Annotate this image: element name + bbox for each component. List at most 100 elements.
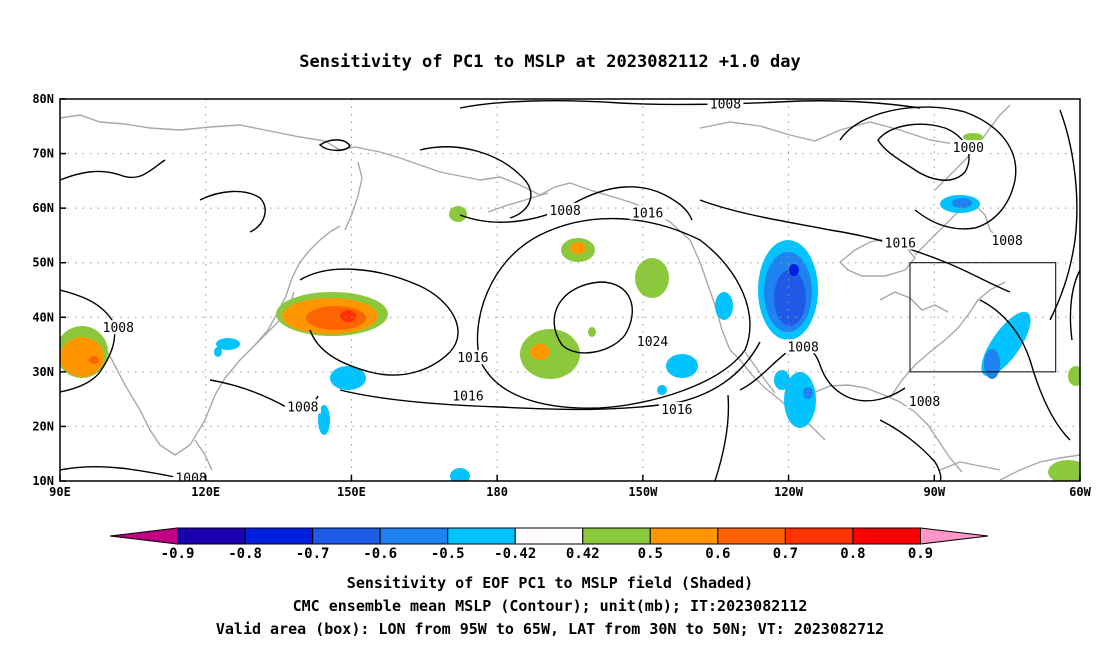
- map-plot-area: 1008 1000 1008 1016 1016 1008 1008 1016 1024 1008…: [32, 92, 1091, 499]
- shade-equatorial-blue: [450, 468, 470, 481]
- contour-label-3: 1016: [632, 207, 663, 222]
- colorbar-label-3: -0.6: [363, 546, 397, 562]
- colorbar-label-2: -0.7: [296, 546, 330, 562]
- contour-1024-high: [553, 281, 633, 354]
- contour-label-bg-7: [454, 350, 491, 365]
- shade-bering-green: [449, 206, 467, 222]
- lon-tick-label-0: 90E: [49, 485, 71, 499]
- colorbar-swatch-10: [784, 527, 854, 545]
- contour-label-6: 1008: [103, 321, 134, 336]
- colorbar-swatch-1: [177, 527, 246, 545]
- colorbar-label-5: -0.42: [494, 546, 536, 562]
- shade-hawaii-blue: [666, 354, 698, 378]
- caption-line-3: Valid area (box): LON from 95W to 65W, L…: [216, 620, 884, 638]
- contour-label-5: 1008: [991, 234, 1022, 249]
- colorbar-swatch-3: [312, 527, 381, 545]
- shade-baffin-green: [963, 133, 983, 141]
- contour-1008-asia-low: [60, 289, 116, 393]
- sensitivity-shading: [60, 133, 1080, 481]
- lon-tick-label-2: 150E: [337, 485, 366, 499]
- contour-labels: 1008 1000 1008 1016 1016 1008 1008 1016 1024 1008…: [100, 97, 1026, 486]
- contour-label-7: 1016: [457, 351, 488, 366]
- lat-tick-label-7: 10N: [32, 474, 54, 488]
- colorbar-label-8: 0.6: [705, 546, 730, 562]
- shade-gulf-alaska-orange: [570, 242, 586, 254]
- contour-1016-low-lat: [714, 394, 730, 481]
- contour-label-bg-3: [629, 205, 666, 220]
- contour-label-4: 1016: [885, 237, 916, 252]
- contour-1000-low: [877, 123, 970, 181]
- contour-label-bg-4: [882, 235, 919, 250]
- caption-line-1: Sensitivity of EOF PC1 to MSLP field (Sh…: [347, 574, 753, 592]
- colorbar-swatch-12: [919, 527, 989, 545]
- contour-label-bg-10: [450, 388, 486, 403]
- coastline-aleutians: [487, 192, 549, 213]
- contour-label-bg-1: [950, 140, 987, 155]
- contour-1008-se-us: [879, 419, 942, 481]
- coastline-east-asia: [60, 225, 341, 456]
- contour-1008-top-left: [60, 159, 166, 181]
- caption-line-2: CMC ensemble mean MSLP (Contour); unit(m…: [293, 597, 808, 615]
- contour-label-11: 1016: [661, 403, 692, 418]
- lon-tick-label-6: 90W: [923, 485, 945, 499]
- shade-atlantic-green: [1068, 366, 1080, 386]
- shade-texas-blue: [803, 387, 813, 399]
- contour-1008-alaska-loop: [459, 186, 693, 223]
- contour-label-bg-2: [547, 202, 584, 217]
- contour-label-bg-5: [989, 232, 1026, 247]
- contour-1008-us-trough: [739, 346, 906, 402]
- lat-tick-label-3: 50N: [32, 256, 54, 270]
- colorbar-swatch-5: [447, 527, 516, 545]
- colorbar-label-6: 0.42: [566, 546, 600, 562]
- colorbar-swatch-11: [852, 527, 921, 545]
- shade-rockies-darkblue: [789, 264, 799, 276]
- contour-label-0: 1008: [710, 97, 741, 112]
- colorbar-swatch-0: [109, 527, 179, 545]
- shade-japan-small-blue: [214, 347, 222, 357]
- lon-tick-label-1: 120E: [191, 485, 220, 499]
- colorbar-swatch-7: [582, 527, 651, 545]
- lat-tick-label-1: 70N: [32, 147, 54, 161]
- shade-atlantic-mediumblue: [984, 349, 1000, 379]
- contour-label-bg-11: [658, 402, 695, 417]
- lon-tick-label-3: 180: [486, 485, 508, 499]
- colorbar-swatch-9: [717, 527, 786, 545]
- valid-area-box: [909, 262, 1057, 373]
- contour-label-2: 1008: [549, 204, 580, 219]
- shade-nw-pacific-darkorange: [306, 306, 366, 330]
- colorbar-label-0: -0.9: [161, 546, 195, 562]
- contour-1008-southwest: [60, 466, 181, 479]
- colorbar-label-1: -0.8: [228, 546, 262, 562]
- contour-label-8: 1024: [637, 335, 668, 350]
- contour-1016-atlantic: [1049, 109, 1078, 321]
- coastline-alaska: [479, 176, 731, 351]
- mslp-contours: [60, 100, 1080, 481]
- colorbar-label-10: 0.8: [840, 546, 865, 562]
- shade-india-red: [89, 356, 99, 364]
- shade-ne-pacific-green: [635, 258, 669, 298]
- contour-label-9: 1008: [787, 340, 818, 355]
- shade-baja-blue: [784, 372, 816, 428]
- shade-caribbean-green: [1048, 460, 1080, 481]
- colorbar-swatch-6: [514, 527, 584, 545]
- coastline-kamchatka: [344, 161, 363, 231]
- contour-label-bg-8: [634, 333, 671, 348]
- coastline-caribbean: [939, 461, 1001, 471]
- great-lakes: [879, 291, 949, 313]
- shade-india-orange: [60, 337, 104, 377]
- coastline-north-asia: [60, 114, 481, 181]
- contour-1016-pacific-high: [476, 217, 751, 409]
- coastline-baja: [744, 351, 776, 394]
- contour-label-14: 1008: [175, 471, 206, 486]
- coastlines: [60, 104, 1080, 481]
- coastline-philippines: [194, 439, 213, 471]
- coastline-hudson-bay: [838, 237, 916, 277]
- colorbar-swatch-4: [379, 527, 449, 545]
- contour-1008-canada-low: [839, 106, 1017, 230]
- colorbar-label-7: 0.5: [638, 546, 663, 562]
- lat-tick-label-6: 20N: [32, 419, 54, 433]
- figure-title: Sensitivity of PC1 to MSLP at 2023082112…: [299, 52, 801, 72]
- shade-labrador-mediumblue: [952, 198, 972, 208]
